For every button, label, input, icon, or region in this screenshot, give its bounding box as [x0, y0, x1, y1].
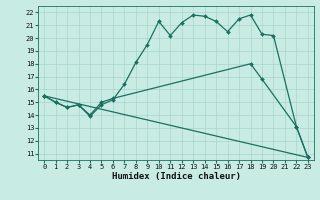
X-axis label: Humidex (Indice chaleur): Humidex (Indice chaleur) — [111, 172, 241, 181]
